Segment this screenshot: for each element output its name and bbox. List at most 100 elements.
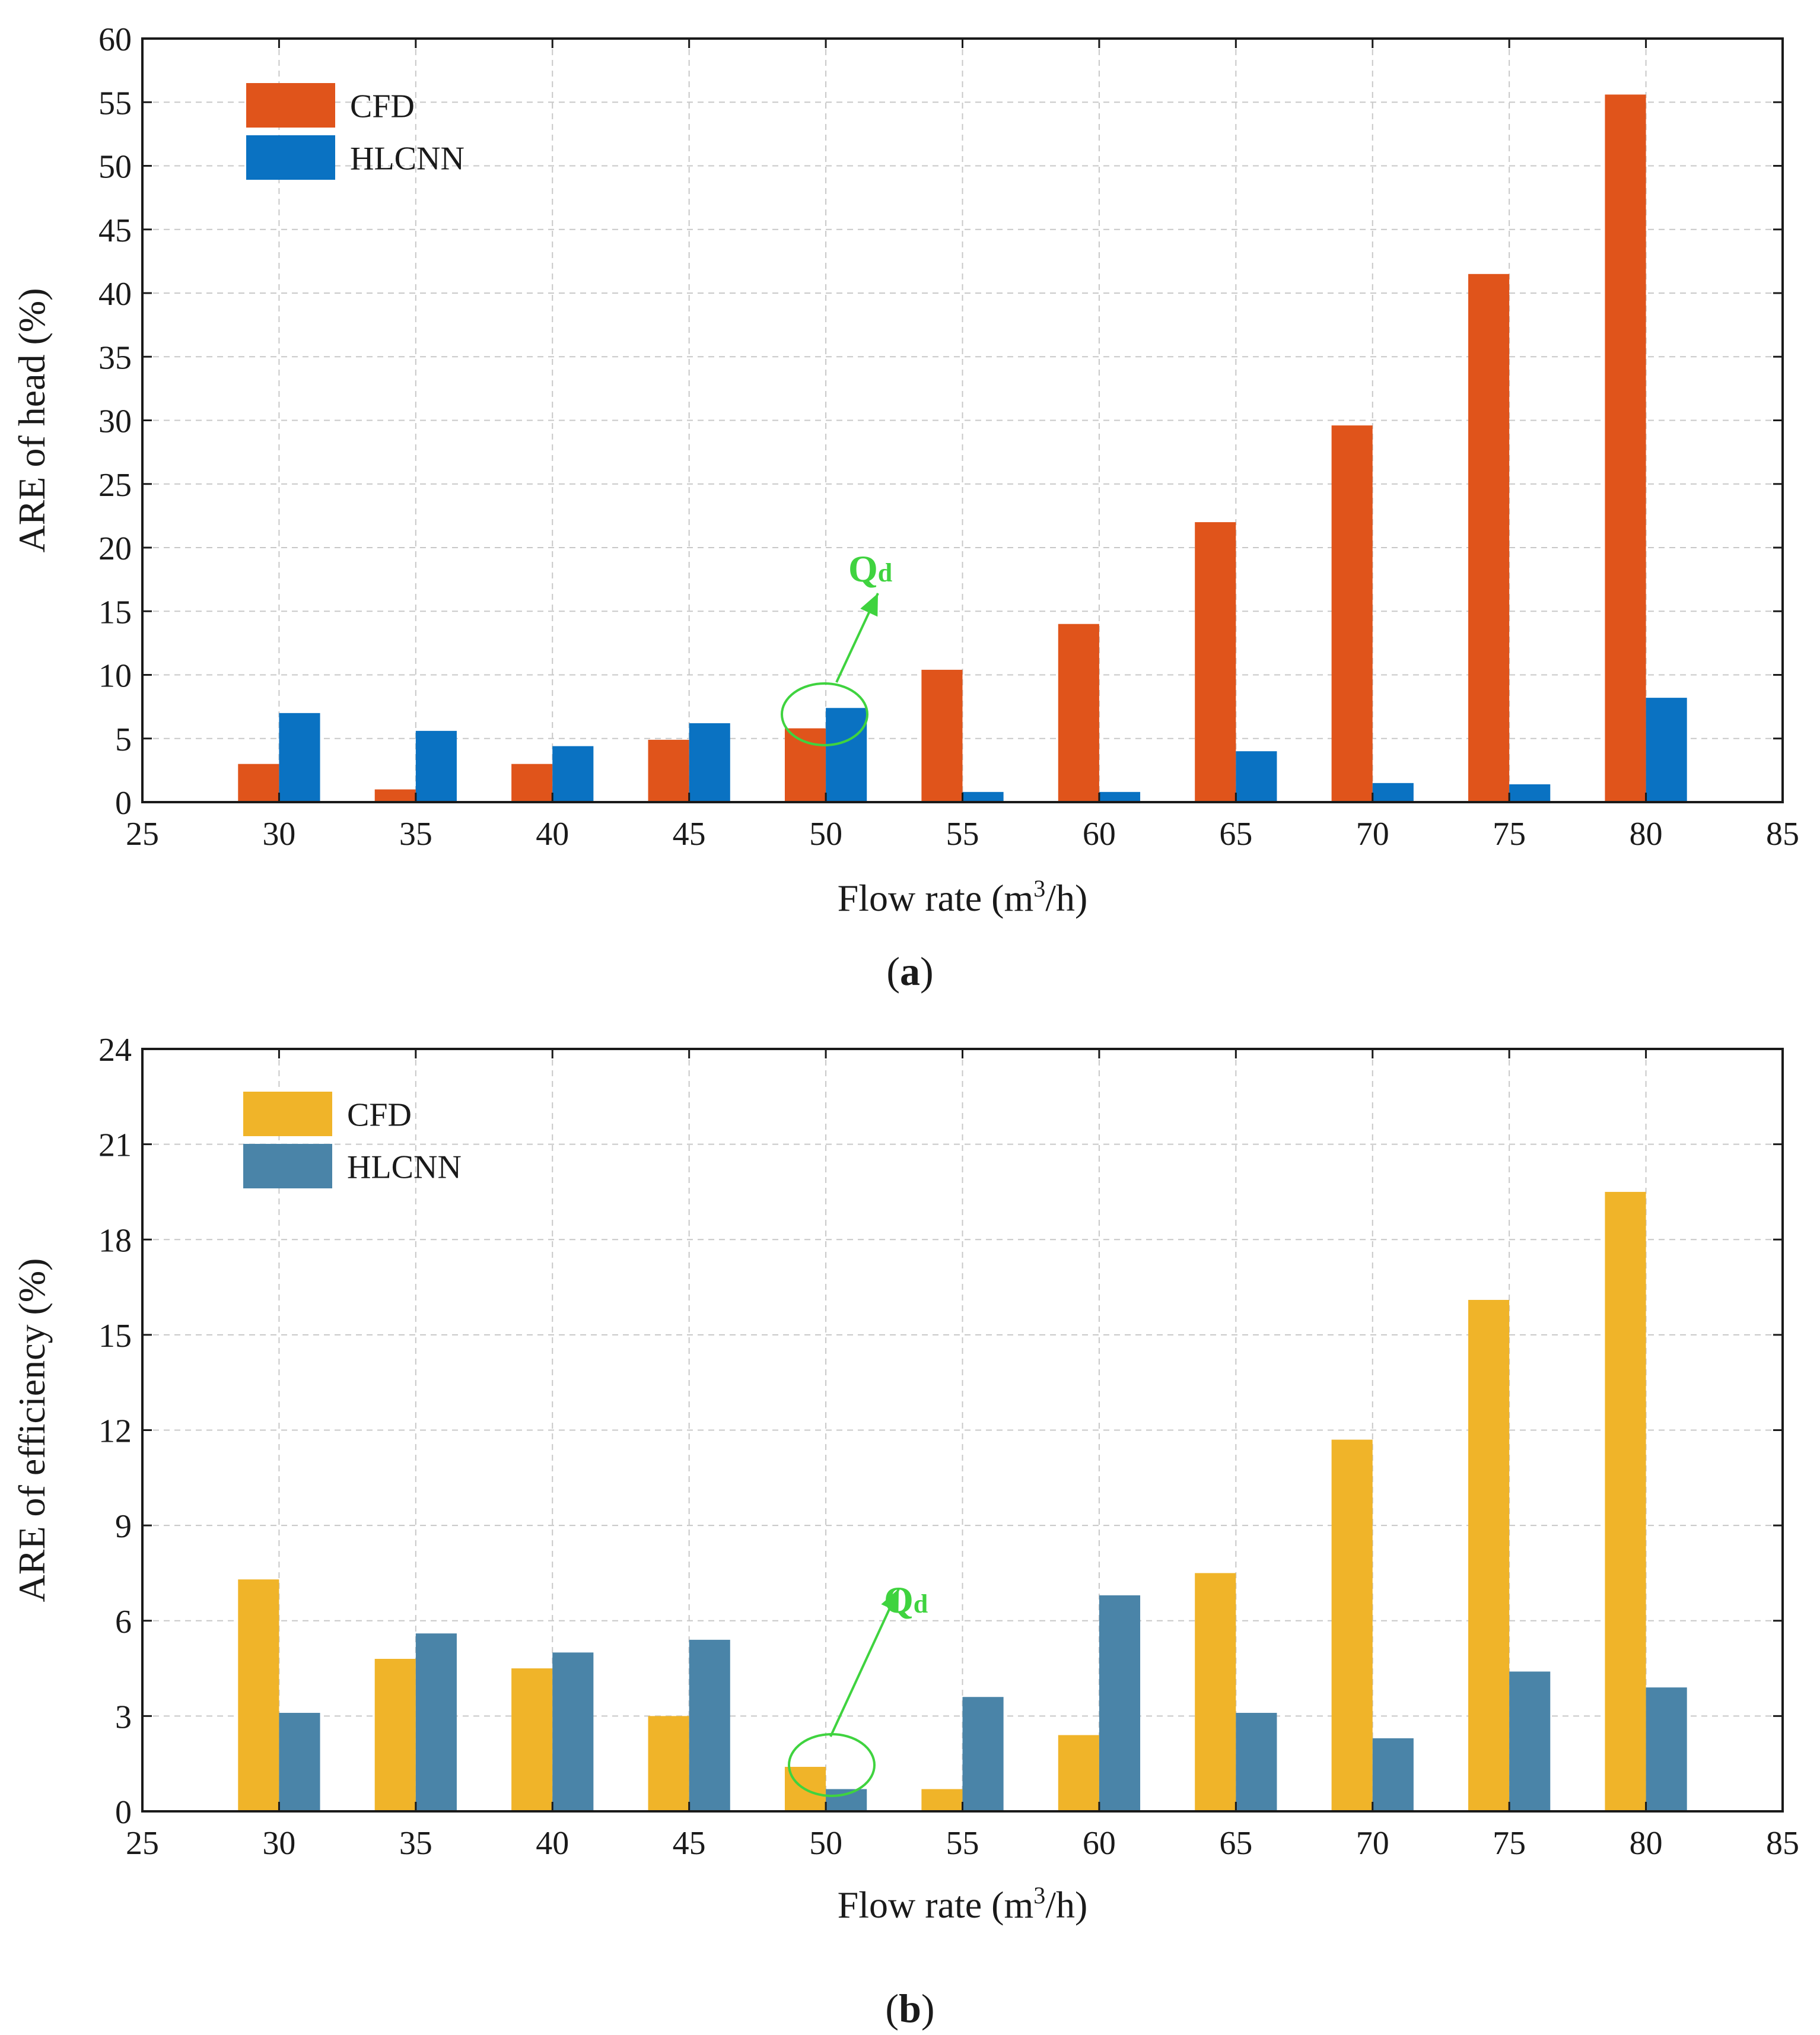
panel-a-ytick-label-55: 55: [98, 85, 132, 122]
panel-b-bar-hlcnn-30: [279, 1713, 320, 1811]
panel-a-bar-hlcnn-30: [279, 713, 320, 802]
panel-b-y-axis-title: ARE of efficiency (%): [11, 1258, 53, 1602]
panel-b-bar-cfd-40: [511, 1668, 553, 1811]
panel-b-xtick-label-35: 35: [399, 1825, 432, 1862]
panel-a-ytick-label-30: 30: [98, 403, 132, 440]
panel-a-bar-cfd-45: [648, 739, 689, 802]
panel-b-annotation-circle: [788, 1733, 876, 1797]
panel-b-legend-label-hlcnn: HLCNN: [347, 1149, 462, 1186]
panel-b-annotation-arrow-line: [829, 1588, 900, 1737]
panel-b-bar-hlcnn-35: [415, 1633, 457, 1811]
panel-a-ytick-label-15: 15: [98, 594, 132, 631]
panel-a-bar-hlcnn-45: [689, 723, 730, 802]
panel-b-bar-cfd-45: [648, 1716, 689, 1811]
panel-a-bar-hlcnn-80: [1646, 698, 1687, 802]
panel-b-ytick-label-24: 24: [98, 1032, 132, 1069]
panel-b-annotation-label: Qd: [884, 1579, 928, 1621]
panel-a-x-axis-title-sup: 3: [1033, 875, 1045, 902]
panel-b-xtick-label-65: 65: [1219, 1825, 1252, 1862]
panel-b-xtick-label-40: 40: [536, 1825, 569, 1862]
panel-b-annotation-label-sub: d: [914, 1589, 928, 1619]
panel-b-annotation-arrow-head: [881, 1589, 899, 1613]
panel-b-label: (b): [885, 1986, 934, 2031]
panel-a-xtick-label-35: 35: [399, 816, 432, 853]
panel-b-bar-hlcnn-75: [1509, 1671, 1551, 1811]
panel-a-bar-hlcnn-50: [826, 708, 867, 802]
panel-a-xtick-label-75: 75: [1493, 816, 1526, 853]
panel-a-xtick-label-45: 45: [673, 816, 706, 853]
panel-a-annotation-label-sub: d: [878, 558, 892, 587]
panel-b-bar-hlcnn-55: [962, 1697, 1004, 1811]
panel-b-efficiency-chart: (b) 25 30 35 40 45 50 55 60 65 70 75 80 85 0 3 6 9 12 15 18…: [11, 1032, 1799, 2031]
panel-a-bar-cfd-55: [921, 669, 963, 802]
panel-b-letter: b: [899, 1986, 921, 2031]
panel-a-letter: a: [900, 949, 920, 994]
panel-a-bar-cfd-40: [511, 764, 553, 802]
panel-b-bar-cfd-70: [1331, 1439, 1373, 1811]
panel-a-label: (a): [886, 949, 933, 994]
panel-a-ytick-label-35: 35: [98, 339, 132, 376]
panel-b-ytick-label-3: 3: [115, 1699, 132, 1735]
panel-b-xtick-label-80: 80: [1630, 1825, 1663, 1862]
panel-b-bar-hlcnn-65: [1236, 1713, 1277, 1811]
panel-b-bar-hlcnn-40: [552, 1652, 594, 1811]
panel-a-legend-label-cfd: CFD: [350, 88, 415, 125]
panel-a-bar-cfd-60: [1058, 624, 1099, 802]
panel-a-bar-hlcnn-60: [1099, 791, 1141, 802]
panel-b-bar-hlcnn-70: [1372, 1738, 1414, 1811]
panel-b-bar-hlcnn-60: [1099, 1595, 1141, 1811]
panel-a-ytick-label-50: 50: [98, 149, 132, 186]
panel-b-ytick-label-0: 0: [115, 1794, 132, 1831]
panel-a-bar-hlcnn-35: [415, 730, 457, 802]
panel-b-x-axis-title-main: Flow rate (m: [838, 1884, 1034, 1926]
panel-a-xtick-label-30: 30: [262, 816, 295, 853]
panel-a-bar-cfd-50: [784, 728, 826, 802]
panel-b-bar-cfd-80: [1605, 1191, 1646, 1811]
panel-b-xtick-label-25: 25: [126, 1825, 159, 1862]
panel-b-ytick-label-6: 6: [115, 1604, 132, 1640]
panel-a-ytick-label-5: 5: [115, 721, 132, 758]
panel-b-xtick-label-45: 45: [673, 1825, 706, 1862]
panel-a-bar-hlcnn-70: [1372, 783, 1414, 802]
panel-b-xtick-label-70: 70: [1356, 1825, 1389, 1862]
panel-a-xtick-label-80: 80: [1630, 816, 1663, 853]
panel-a-xtick-label-40: 40: [536, 816, 569, 853]
panel-b-ytick-label-9: 9: [115, 1508, 132, 1545]
panel-a-head-chart: (a) 25 30 35 40 45 50 55 60 65 70 75 80 85 0 5 10 15 20 25…: [11, 21, 1799, 994]
panel-a-annotation-circle: [781, 682, 868, 746]
panel-a-bar-cfd-65: [1195, 522, 1236, 802]
panel-a-y-axis-title: ARE of head (%): [11, 288, 53, 552]
panel-a-bar-hlcnn-75: [1509, 784, 1551, 802]
panel-b-legend-swatch-cfd: [243, 1092, 332, 1136]
panel-a-bar-hlcnn-55: [962, 791, 1004, 802]
panel-a-annotation-label-main: Q: [848, 548, 878, 590]
panel-b-ytick-label-18: 18: [98, 1222, 132, 1259]
panel-b-annotation-label-main: Q: [884, 1579, 914, 1621]
panel-a-legend-swatch-hlcnn: [246, 135, 335, 180]
panel-b-ytick-label-12: 12: [98, 1413, 132, 1450]
panel-b-bar-cfd-55: [921, 1789, 963, 1811]
panel-b-x-axis-title: Flow rate (m3/h): [838, 1882, 1088, 1926]
panel-a-xtick-label-65: 65: [1219, 816, 1252, 853]
panel-a-bar-cfd-80: [1605, 94, 1646, 802]
panel-a-bar-cfd-35: [374, 789, 416, 802]
panel-a-ytick-label-25: 25: [98, 467, 132, 504]
panel-b-bar-hlcnn-50: [826, 1789, 867, 1811]
panel-b-xtick-label-50: 50: [809, 1825, 842, 1862]
panel-a-ytick-label-40: 40: [98, 276, 132, 313]
panel-a-x-axis-title: Flow rate (m3/h): [838, 875, 1088, 919]
panel-a-x-axis-title-main: Flow rate (m: [838, 877, 1034, 919]
panel-b-bar-cfd-65: [1195, 1573, 1236, 1811]
panel-a-ytick-label-60: 60: [98, 21, 132, 58]
panel-b-legend-label-cfd: CFD: [347, 1097, 412, 1134]
panel-a-ytick-label-20: 20: [98, 530, 132, 567]
panel-b-bar-hlcnn-45: [689, 1639, 730, 1811]
panel-b-xtick-label-55: 55: [946, 1825, 979, 1862]
panel-b-ytick-label-15: 15: [98, 1318, 132, 1354]
panel-b-xtick-label-85: 85: [1766, 1825, 1799, 1862]
panel-a-legend-label-hlcnn: HLCNN: [350, 141, 464, 177]
panel-a-xtick-label-60: 60: [1083, 816, 1116, 853]
panel-a-bar-cfd-75: [1468, 274, 1510, 802]
panel-a-legend-swatch-cfd: [246, 83, 335, 128]
